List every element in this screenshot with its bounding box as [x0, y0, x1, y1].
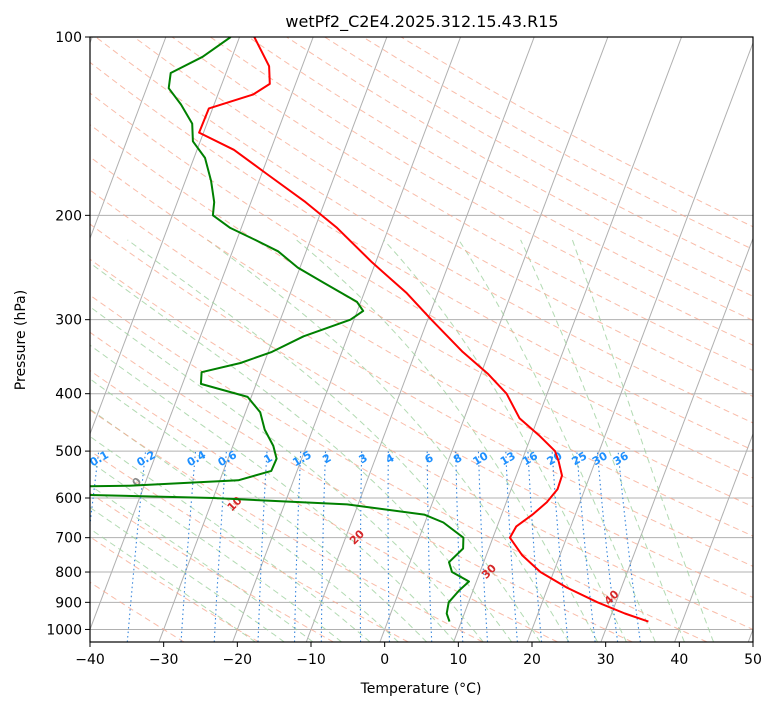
profile-lines: [90, 37, 649, 623]
x-tick-label: 40: [670, 652, 688, 668]
y-tick-label: 100: [55, 30, 82, 46]
moist-adiabat-line: [90, 484, 314, 642]
x-tick-label: 10: [449, 652, 467, 668]
dry-adiabat-line: [90, 369, 558, 642]
x-tick-label: 30: [597, 652, 615, 668]
moist-adiabat-line: [571, 239, 714, 642]
moist-adiabat-line: [127, 239, 541, 642]
chart-title: wetPf2_C2E4.2025.312.15.43.R15: [285, 12, 558, 32]
mixing-ratio-line: [505, 451, 518, 642]
y-tick-label: 800: [55, 565, 82, 581]
isotherm-gridline: [526, 41, 753, 642]
y-tick-label: 900: [55, 595, 82, 611]
x-tick-label: −30: [149, 652, 179, 668]
dry-adiabat-line: [90, 492, 334, 642]
x-tick-label: 20: [523, 652, 541, 668]
mixing-ratio-line: [477, 451, 489, 642]
dry-adiabat-line: [286, 37, 753, 297]
mixing-ratio-line: [213, 451, 227, 642]
moist-adiabat-line: [458, 239, 656, 642]
moist-adiabat-line: [90, 461, 342, 642]
profile-line: [90, 37, 470, 622]
y-tick-label: 700: [55, 531, 82, 547]
isotherm-gridline: [453, 37, 683, 642]
grid-lines: [90, 37, 753, 642]
dry-adiabats: [90, 37, 753, 642]
mixing-ratio-line: [180, 451, 197, 642]
x-axis-title: Temperature (°C): [360, 681, 482, 697]
mixing-ratio-line: [596, 451, 619, 642]
dry-adiabat-line: [248, 37, 753, 322]
mixing-ratio-line: [126, 451, 147, 642]
y-tick-label: 500: [55, 444, 82, 460]
moist-adiabat-line: [207, 239, 570, 642]
dry-adiabat-line: [90, 258, 753, 630]
mixing-ratio-line: [455, 451, 464, 642]
plot-frame: [89, 36, 754, 643]
isotherm-gridline: [90, 37, 314, 631]
y-tick-label: 1000: [46, 622, 82, 638]
profile-line: [198, 37, 649, 623]
isotherm-gridline: [674, 432, 753, 642]
mixing-ratio-lines: [90, 451, 641, 642]
x-axis-ticks: −40 −30 −20 −10 0 10 20 30 40 50: [75, 642, 762, 668]
moist-adiabat-line: [296, 239, 599, 642]
isotherm-gridline: [379, 37, 609, 642]
y-axis-title: Pressure (hPa): [13, 290, 29, 390]
moist-adiabat-line: [90, 528, 256, 642]
isotherm-gridline: [158, 37, 388, 642]
moist-adiabat-line: [90, 408, 399, 642]
dry-adiabat-line: [90, 409, 484, 642]
mixing-ratio-line: [320, 451, 327, 642]
mixing-ratio-line: [257, 451, 268, 642]
moist-adiabat-line: [90, 435, 371, 642]
moist-adiabat-line: [383, 239, 627, 642]
mixing-ratio-line: [293, 451, 302, 642]
dry-adiabat-line: [90, 156, 753, 537]
x-tick-label: −40: [75, 652, 105, 668]
y-tick-label: 300: [55, 313, 82, 329]
dry-adiabat-line: [171, 37, 753, 372]
y-tick-label: 400: [55, 387, 82, 403]
mixing-ratio-line: [387, 451, 391, 642]
x-tick-label: −10: [296, 652, 326, 668]
isotherm-gridline: [90, 37, 167, 240]
isotherm-gridline: [232, 37, 462, 642]
y-tick-label: 600: [55, 491, 82, 507]
mixing-ratio-line: [359, 451, 363, 642]
isotherm-gridline: [600, 236, 753, 642]
y-axis-ticks: 100 200 300 400 500 600 700 800 900 1000: [46, 30, 90, 638]
isotherm-gridline: [90, 37, 241, 436]
mixing-ratio-line: [551, 451, 569, 642]
isotherm-gridline: [305, 37, 535, 642]
moist-adiabat-line: [90, 378, 428, 642]
dry-adiabat-line: [133, 37, 753, 397]
x-tick-label: 50: [744, 652, 762, 668]
moist-adiabat-line: [90, 506, 285, 642]
dry-adiabat-line: [90, 92, 753, 479]
y-tick-label: 200: [55, 208, 82, 224]
x-tick-label: −20: [223, 652, 253, 668]
mixing-ratio-line: [576, 451, 596, 642]
mixing-ratio-line: [527, 451, 543, 642]
dry-adiabat-line: [90, 536, 260, 642]
moist-adiabats: [90, 239, 714, 642]
mixing-ratio-line: [426, 451, 433, 642]
x-tick-label: 0: [380, 652, 389, 668]
dry-adiabat-line: [90, 294, 708, 642]
